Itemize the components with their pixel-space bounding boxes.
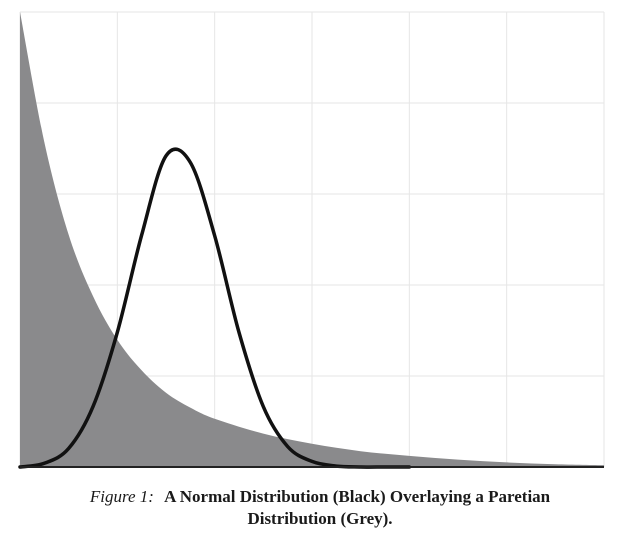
caption-label: Figure 1:	[89, 487, 154, 506]
caption-line-1: Figure 1: A Normal Distribution (Black) …	[0, 486, 640, 508]
caption-text-line-2: Distribution (Grey).	[247, 509, 393, 528]
caption-text-line-1: A Normal Distribution (Black) Overlaying…	[164, 487, 551, 506]
distribution-chart	[18, 11, 605, 469]
paretian-distribution-area	[20, 12, 604, 467]
caption-line-2: Distribution (Grey).	[0, 508, 640, 530]
figure-caption: Figure 1: A Normal Distribution (Black) …	[0, 486, 640, 530]
